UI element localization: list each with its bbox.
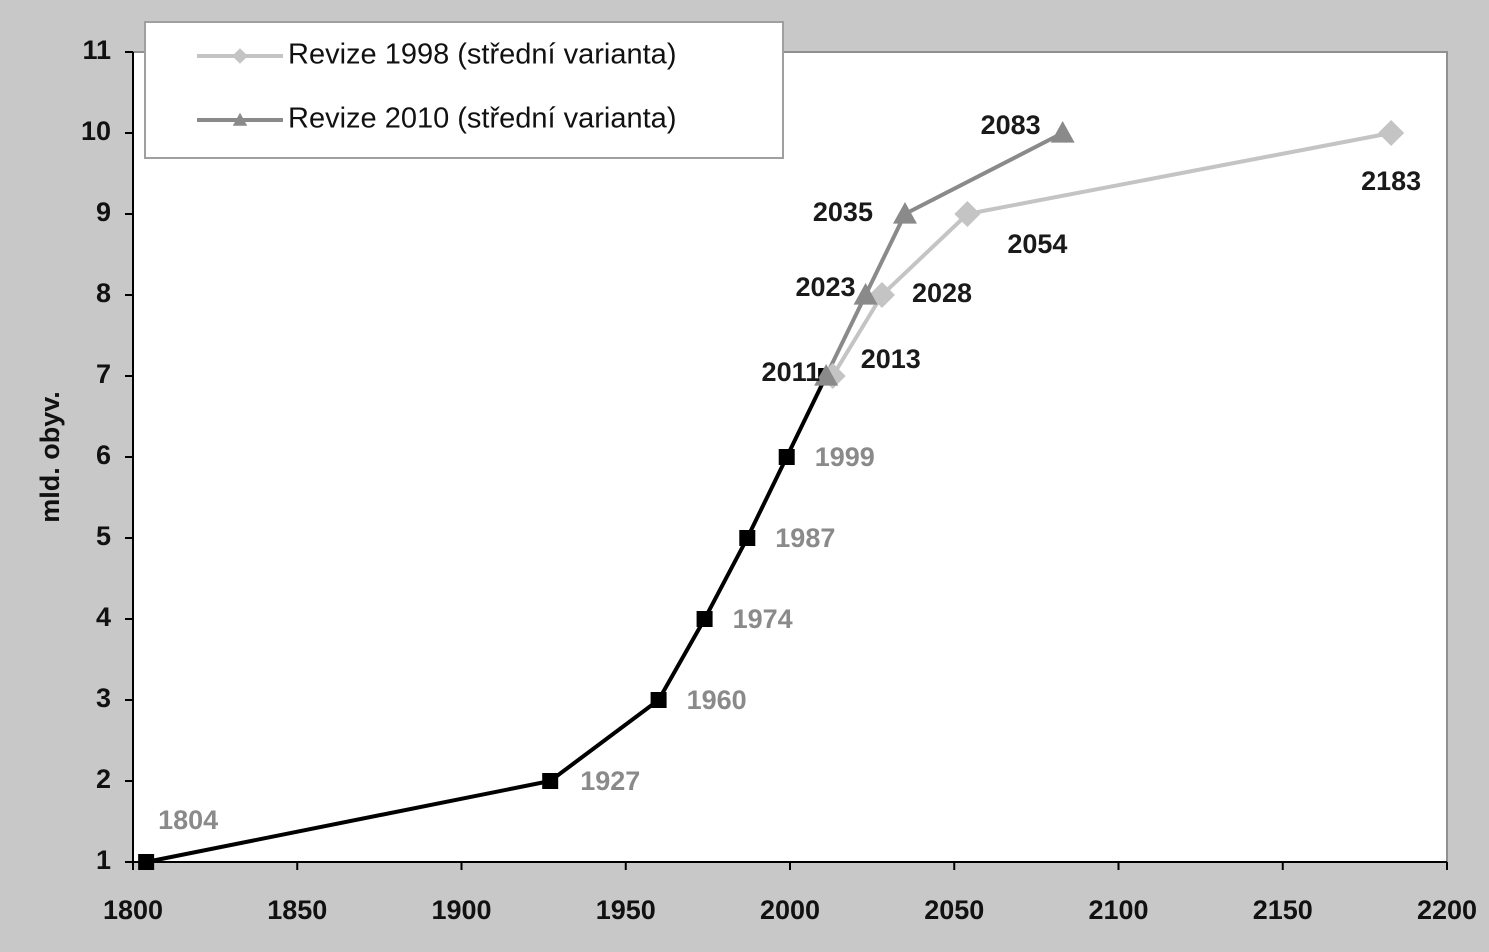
legend: Revize 1998 (střední varianta) Revize 201… (144, 21, 784, 159)
x-tick-label: 2000 (760, 895, 820, 925)
marker (232, 48, 248, 64)
series-line (824, 131, 1064, 377)
marker (1050, 121, 1075, 143)
x-tick-label: 2100 (1088, 895, 1148, 925)
x-tick-label: 1850 (267, 895, 327, 925)
marker (778, 449, 795, 465)
data-label: 2028 (912, 278, 972, 308)
data-label: 2054 (1007, 229, 1067, 259)
y-tick-label: 9 (96, 197, 111, 227)
marker (696, 611, 713, 627)
x-tick-label: 1950 (596, 895, 656, 925)
marker (892, 202, 917, 224)
marker (232, 112, 248, 126)
y-tick-label: 5 (96, 521, 111, 551)
marker (542, 773, 559, 789)
legend-box (144, 21, 784, 159)
marker (650, 692, 667, 708)
y-tick-label: 4 (96, 602, 111, 632)
marker (739, 530, 756, 546)
marker (954, 201, 981, 227)
data-label: 1987 (775, 523, 835, 553)
data-label: 1960 (687, 685, 747, 715)
data-label: 2183 (1361, 166, 1421, 196)
data-label: 1999 (815, 442, 875, 472)
data-label: 2011 (762, 357, 821, 387)
marker (138, 854, 155, 870)
x-tick-label: 1900 (431, 895, 491, 925)
y-tick-label: 7 (96, 359, 111, 389)
y-tick-label: 1 (96, 845, 111, 875)
y-axis-label: mld. obyv. (35, 391, 65, 523)
y-tick-label: 8 (96, 278, 111, 308)
data-label: 2013 (861, 344, 921, 374)
y-tick-label: 10 (81, 116, 111, 146)
x-tick-label: 2200 (1417, 895, 1477, 925)
x-tick-label: 2150 (1253, 895, 1313, 925)
series-line (830, 131, 1392, 378)
y-tick-label: 3 (96, 683, 111, 713)
x-tick-label: 2050 (924, 895, 984, 925)
x-tick-label: 1800 (103, 895, 163, 925)
data-label: 1974 (733, 604, 793, 634)
y-tick-label: 6 (96, 440, 111, 470)
data-label: 1927 (580, 766, 640, 796)
marker (1378, 120, 1405, 146)
y-tick-label: 11 (82, 35, 111, 65)
marker (814, 364, 839, 386)
data-label: 2083 (981, 110, 1041, 140)
legend-label: Revize 2010 (střední varianta) (288, 103, 676, 135)
data-label: 1804 (158, 805, 218, 835)
data-label: 2023 (795, 272, 855, 302)
data-label: 2035 (813, 197, 873, 227)
legend-label: Revize 1998 (střední varianta) (288, 39, 676, 71)
marker (853, 283, 878, 305)
y-tick-label: 2 (96, 764, 111, 794)
